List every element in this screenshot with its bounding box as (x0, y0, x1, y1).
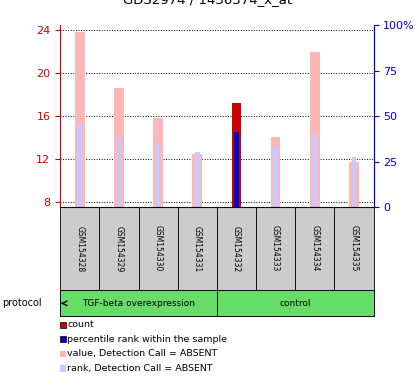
Bar (334, 207, 374, 290)
Text: GSM154328: GSM154328 (75, 225, 84, 272)
Text: percentile rank within the sample: percentile rank within the sample (67, 334, 227, 344)
Bar (352, 157, 356, 207)
Bar (234, 132, 239, 207)
Bar (193, 154, 202, 207)
Bar (178, 207, 217, 290)
Bar (114, 88, 124, 207)
Text: value, Detection Call = ABSENT: value, Detection Call = ABSENT (67, 349, 217, 358)
Bar (256, 207, 295, 290)
Text: GSM154333: GSM154333 (271, 225, 280, 272)
Bar (60, 207, 99, 290)
Bar (195, 152, 200, 207)
Text: rank, Detection Call = ABSENT: rank, Detection Call = ABSENT (67, 364, 212, 373)
Bar (273, 146, 278, 207)
Text: GSM154331: GSM154331 (193, 225, 202, 272)
Text: control: control (279, 299, 311, 308)
Text: GSM154332: GSM154332 (232, 225, 241, 272)
Bar (78, 124, 82, 207)
Bar (232, 103, 241, 207)
Bar (139, 207, 178, 290)
Text: GSM154335: GSM154335 (349, 225, 359, 272)
Bar (217, 207, 256, 290)
Bar (156, 143, 161, 207)
Bar (349, 162, 359, 207)
Text: GDS2974 / 1436374_x_at: GDS2974 / 1436374_x_at (123, 0, 292, 7)
Bar (153, 118, 163, 207)
Bar (75, 33, 85, 207)
Bar (312, 134, 317, 207)
Text: count: count (67, 320, 94, 329)
Bar (295, 207, 334, 290)
Bar (310, 52, 320, 207)
Text: GSM154329: GSM154329 (115, 225, 123, 272)
Bar (99, 207, 139, 290)
Text: GSM154334: GSM154334 (310, 225, 319, 272)
Text: protocol: protocol (2, 298, 42, 308)
Text: GSM154330: GSM154330 (154, 225, 163, 272)
Bar (217, 290, 374, 316)
Bar (271, 137, 281, 207)
Bar (60, 290, 217, 316)
Text: TGF-beta overexpression: TGF-beta overexpression (82, 299, 195, 308)
Bar (117, 137, 121, 207)
